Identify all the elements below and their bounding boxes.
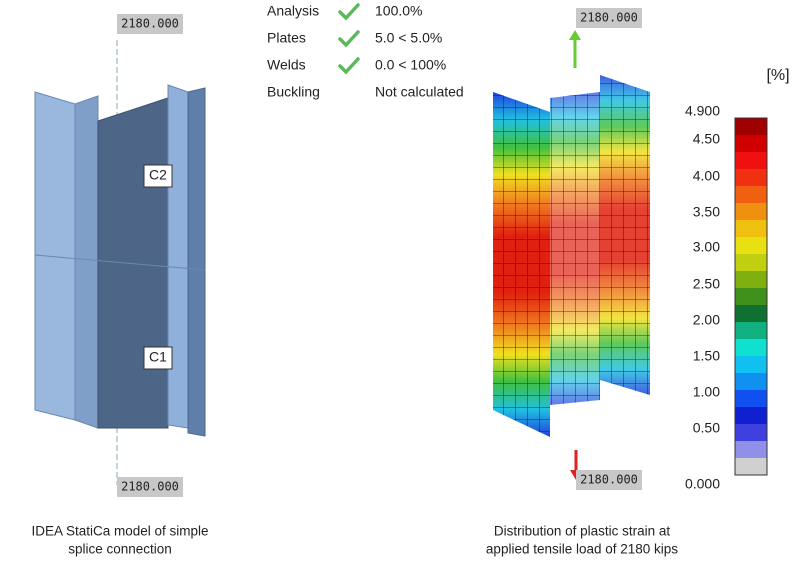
member-label: C2 xyxy=(149,167,167,183)
color-band xyxy=(735,169,767,187)
check-name: Buckling xyxy=(267,84,320,100)
load-label: 2180.000 xyxy=(580,473,638,487)
color-band xyxy=(735,237,767,255)
legend-tick-label: 2.50 xyxy=(693,276,720,292)
legend-tick-label: 4.00 xyxy=(693,168,720,184)
color-band xyxy=(735,339,767,357)
check-value: 100.0% xyxy=(375,3,422,19)
color-band xyxy=(735,186,767,204)
color-band xyxy=(735,203,767,221)
legend-tick-label: 0.000 xyxy=(685,476,720,492)
strain-model: 2180.000 2180.000 Distribution of plasti… xyxy=(486,8,678,557)
load-label: 2180.000 xyxy=(121,17,179,31)
color-band xyxy=(735,356,767,374)
check-list: Analysis 100.0% Plates 5.0 < 5.0% Welds 0.0 <… xyxy=(267,3,464,100)
check-value: 0.0 < 100% xyxy=(375,57,446,73)
color-band xyxy=(735,254,767,272)
legend-tick-label: 3.50 xyxy=(693,204,720,220)
color-band xyxy=(735,220,767,238)
check-mark xyxy=(338,57,360,75)
member-label: C1 xyxy=(149,349,167,365)
legend-tick-label: 0.50 xyxy=(693,420,720,436)
caption: Distribution of plastic strain at xyxy=(494,524,671,539)
legend-tick-label: 4.900 xyxy=(685,103,720,119)
color-band xyxy=(735,305,767,323)
check-mark xyxy=(338,3,360,21)
caption: applied tensile load of 2180 kips xyxy=(486,542,678,557)
check-value: 5.0 < 5.0% xyxy=(375,30,442,46)
legend-unit: [%] xyxy=(766,67,789,84)
color-band xyxy=(735,373,767,391)
load-label: 2180.000 xyxy=(580,11,638,25)
color-band xyxy=(735,152,767,170)
check-value: Not calculated xyxy=(375,84,464,100)
legend: 4.900 4.50 4.00 3.50 3.00 2.50 2.00 1.50 1.00 0.5… xyxy=(685,103,768,492)
color-band xyxy=(735,458,767,476)
color-band xyxy=(735,390,767,408)
check-name: Analysis xyxy=(267,3,319,19)
check-mark xyxy=(338,30,360,48)
legend-tick-label: 3.00 xyxy=(693,239,720,255)
column-model: C2 C1 2180.000 2180.000 IDEA StatiCa mod… xyxy=(31,14,209,557)
color-band xyxy=(735,118,767,136)
caption: splice connection xyxy=(68,542,172,557)
color-band xyxy=(735,271,767,289)
color-bar-frame xyxy=(734,117,768,476)
caption: IDEA StatiCa model of simple xyxy=(31,524,208,539)
color-band xyxy=(735,407,767,425)
color-band xyxy=(735,135,767,153)
color-band xyxy=(735,322,767,340)
legend-tick-label: 1.00 xyxy=(693,384,720,400)
color-band xyxy=(735,288,767,306)
color-band xyxy=(735,424,767,442)
check-name: Welds xyxy=(267,57,306,73)
color-band xyxy=(735,441,767,459)
legend-tick-label: 1.50 xyxy=(693,348,720,364)
legend-tick-label: 2.00 xyxy=(693,312,720,328)
check-name: Plates xyxy=(267,30,306,46)
load-label: 2180.000 xyxy=(121,480,179,494)
legend-tick-label: 4.50 xyxy=(693,131,720,147)
